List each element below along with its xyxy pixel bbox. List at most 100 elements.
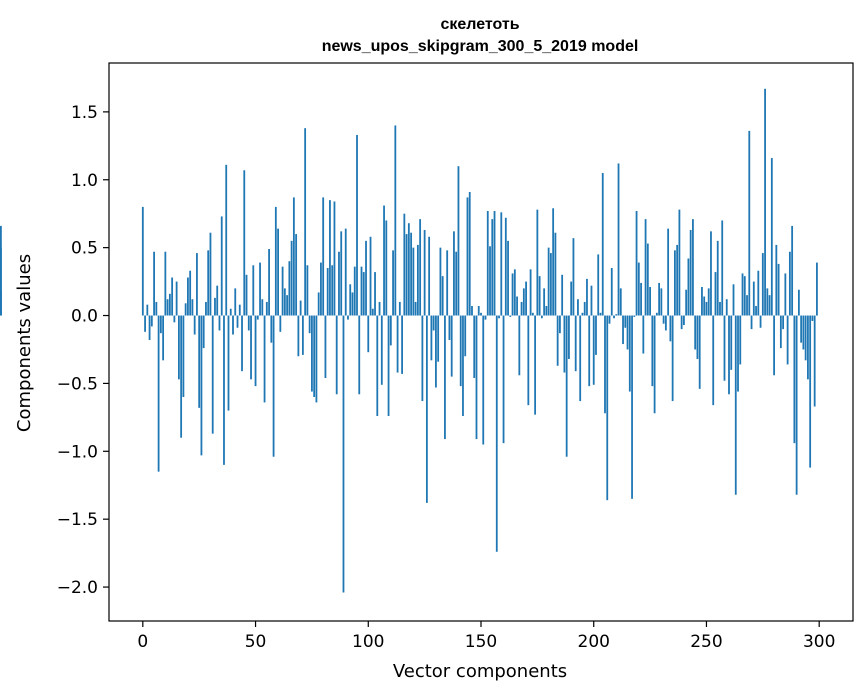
bar-58 xyxy=(272,315,275,457)
bar-159 xyxy=(500,212,503,316)
x-tick-label: 50 xyxy=(245,632,267,652)
bar-187 xyxy=(563,315,566,373)
bar-122 xyxy=(416,244,419,316)
bar-270 xyxy=(750,315,753,330)
x-tick-label: 150 xyxy=(465,632,497,652)
y-tick-label: 0.0 xyxy=(71,307,98,327)
bar-193 xyxy=(577,299,579,316)
bar-224 xyxy=(646,243,649,316)
bar-204 xyxy=(601,172,604,316)
bar-11 xyxy=(166,299,169,316)
bar-32 xyxy=(214,297,216,316)
y-axis-label: Components values xyxy=(14,254,35,432)
bar-110 xyxy=(389,315,392,346)
bar-19 xyxy=(184,303,187,316)
y-tick-label: −1.0 xyxy=(57,442,98,462)
bar-92 xyxy=(349,284,352,316)
bar-23 xyxy=(193,315,196,335)
bar-108 xyxy=(385,220,388,316)
bar-256 xyxy=(719,301,721,316)
bar-293 xyxy=(802,315,805,350)
bar-214 xyxy=(624,315,627,328)
bar-80 xyxy=(322,197,325,316)
x-axis-ticks: 0 50 100 150 200 250 300 xyxy=(137,621,835,652)
bar-205 xyxy=(604,315,606,414)
bar-251 xyxy=(707,288,710,316)
bar-217 xyxy=(631,315,633,499)
bar-107 xyxy=(383,205,385,316)
bar-29 xyxy=(207,250,210,316)
bar-52 xyxy=(259,262,261,316)
bar-291 xyxy=(797,289,800,316)
bar-216 xyxy=(628,315,631,392)
bar-169 xyxy=(522,288,525,316)
bar-94 xyxy=(353,266,356,316)
bar-284 xyxy=(782,315,785,330)
bar-179 xyxy=(545,306,548,316)
bar-47 xyxy=(247,315,250,331)
bar-162 xyxy=(507,240,509,316)
bar-24 xyxy=(196,253,198,316)
bar-41 xyxy=(234,288,237,316)
bar-245 xyxy=(694,315,697,350)
bar-36 xyxy=(223,315,225,465)
bar-136 xyxy=(448,315,451,340)
bar-119 xyxy=(410,232,413,316)
bar-56 xyxy=(268,249,270,316)
bar-89 xyxy=(342,315,345,593)
bar-191 xyxy=(572,238,575,316)
bar-210 xyxy=(615,314,618,316)
bar-259 xyxy=(725,299,728,316)
bar-152 xyxy=(484,315,487,320)
bars-group xyxy=(0,88,818,593)
bar-35 xyxy=(220,216,223,316)
bar-46 xyxy=(245,274,248,316)
bar-102 xyxy=(371,308,374,316)
bar-27 xyxy=(202,315,205,349)
bar-197 xyxy=(586,278,588,316)
bar-228 xyxy=(655,312,658,316)
bar-243 xyxy=(689,229,692,316)
bar-183 xyxy=(554,232,557,316)
bar-113 xyxy=(396,315,399,373)
bar-155 xyxy=(491,219,494,316)
bar-87 xyxy=(338,251,340,316)
bar-195 xyxy=(581,312,584,316)
bar-61 xyxy=(279,315,282,332)
bar-254 xyxy=(714,272,717,316)
bar-274 xyxy=(759,315,762,328)
bar-101 xyxy=(369,236,372,316)
bar-234 xyxy=(669,315,672,342)
y-tick-label: 1.0 xyxy=(71,171,98,191)
bar-57 xyxy=(270,315,273,343)
bar-156 xyxy=(493,210,496,316)
bar-112 xyxy=(394,125,397,316)
bar-69 xyxy=(297,315,300,357)
bar-215 xyxy=(626,315,629,350)
bar-137 xyxy=(450,315,453,377)
bar-275 xyxy=(761,253,764,316)
bar-82 xyxy=(326,268,329,316)
bar-192 xyxy=(574,315,577,372)
plot-frame xyxy=(108,62,854,622)
bar-253 xyxy=(712,315,715,406)
bar-163 xyxy=(509,315,512,317)
bar-39 xyxy=(229,308,232,316)
bar-146 xyxy=(471,306,473,316)
bar-299 xyxy=(816,262,818,316)
y-tick-label: 0.5 xyxy=(71,239,98,259)
bar-85 xyxy=(333,201,336,316)
bar-237 xyxy=(676,244,679,316)
bar-278 xyxy=(768,295,771,316)
bar-103 xyxy=(374,272,376,316)
bar-99 xyxy=(365,240,367,316)
bar-240 xyxy=(683,315,685,326)
bar-72 xyxy=(304,128,307,316)
bar-262 xyxy=(732,284,735,316)
bar-288 xyxy=(791,225,794,316)
bar-181 xyxy=(549,253,552,316)
x-tick-label: 250 xyxy=(690,632,722,652)
bar-96 xyxy=(358,315,361,395)
bar-161 xyxy=(504,217,507,316)
bar-123 xyxy=(419,219,422,316)
